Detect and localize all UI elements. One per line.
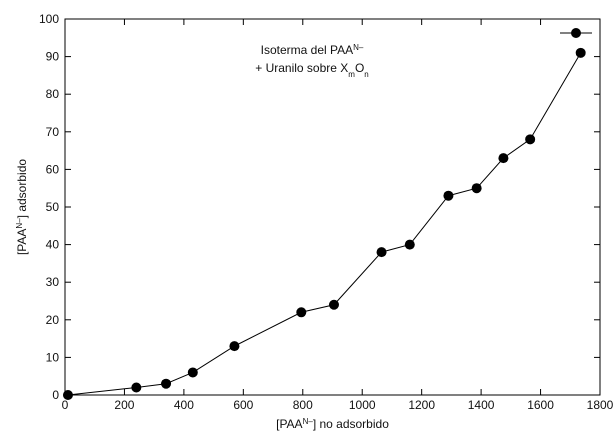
annotation-sub: m (348, 70, 355, 79)
y-tick-label: 60 (46, 162, 60, 176)
y-axis-label-part: ] adsorbido (15, 159, 29, 219)
x-axis-label-sup: N– (303, 417, 314, 426)
x-axis-label-part: [PAA (276, 417, 302, 431)
series-line (67, 52, 582, 396)
y-tick-label: 40 (46, 238, 60, 252)
x-axis-label-part: ] no adsorbido (313, 417, 389, 431)
y-tick-label: 70 (46, 125, 60, 139)
x-tick-label: 0 (62, 398, 69, 412)
x-tick-label: 800 (293, 398, 313, 412)
data-point (376, 247, 387, 258)
data-point (575, 47, 586, 58)
y-tick-label: 100 (39, 12, 59, 26)
y-axis-label: [PAAN–] adsorbido (15, 159, 30, 255)
data-point (498, 153, 509, 164)
data-point (328, 299, 339, 310)
annotation: Isoterma del PAAN– (261, 43, 364, 58)
annotation-sup: N– (353, 43, 364, 52)
annotation-part: + Uranilo sobre X (255, 61, 348, 75)
x-tick-label: 1400 (468, 398, 495, 412)
data-point (404, 239, 415, 250)
data-point (296, 307, 307, 318)
y-axis-label-sup: N– (15, 218, 24, 229)
y-tick-label: 10 (46, 350, 60, 364)
annotation-part: O (355, 61, 364, 75)
y-tick-label: 30 (46, 275, 60, 289)
x-tick-label: 1200 (408, 398, 435, 412)
x-axis-label: [PAAN–] no adsorbido (276, 417, 389, 432)
y-tick-label: 80 (46, 87, 60, 101)
data-point (131, 382, 142, 393)
x-tick-label: 1600 (527, 398, 554, 412)
x-tick-label: 200 (114, 398, 134, 412)
legend-marker (571, 28, 581, 38)
data-point (471, 183, 482, 194)
data-point (525, 134, 536, 145)
x-tick-label: 600 (233, 398, 253, 412)
y-axis-label-part: [PAA (15, 229, 29, 255)
annotation-part: Isoterma del PAA (261, 43, 353, 57)
y-tick-label: 50 (46, 200, 60, 214)
data-point (161, 378, 172, 389)
x-tick-label: 1000 (349, 398, 376, 412)
y-tick-label: 20 (46, 313, 60, 327)
annotation-sub: n (364, 70, 368, 79)
data-point (62, 390, 73, 400)
data-point (443, 190, 454, 201)
data-point (187, 367, 198, 378)
y-tick-label: 0 (52, 388, 59, 402)
x-tick-label: 400 (174, 398, 194, 412)
y-tick-label: 90 (46, 50, 60, 64)
plot-frame (64, 18, 601, 396)
x-tick-label: 1800 (587, 398, 614, 412)
data-point (229, 341, 240, 352)
annotation: + Uranilo sobre XmOn (255, 61, 369, 79)
